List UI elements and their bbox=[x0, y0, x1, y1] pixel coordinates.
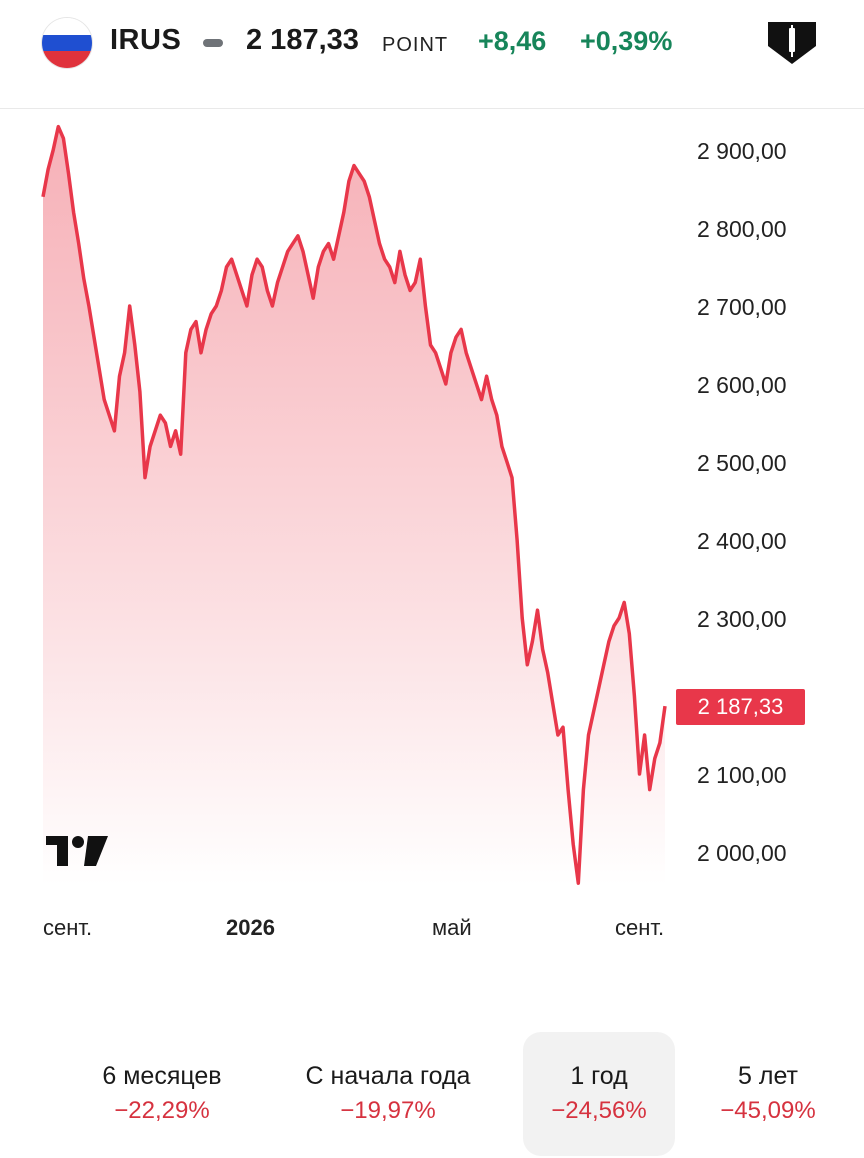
price-unit: POINT bbox=[382, 34, 449, 56]
period-change: −22,29% bbox=[114, 1097, 210, 1124]
market-status-icon bbox=[203, 39, 223, 47]
period-change: −19,97% bbox=[340, 1097, 436, 1124]
period-label: 6 месяцев bbox=[102, 1062, 222, 1090]
y-tick-label: 2 400,00 bbox=[697, 528, 787, 554]
tradingview-logo-icon bbox=[46, 836, 108, 866]
russia-flag-icon bbox=[42, 18, 92, 68]
chart-area-fill bbox=[43, 126, 665, 886]
y-tick-label: 2 800,00 bbox=[697, 216, 787, 242]
period-change: −45,09% bbox=[720, 1097, 816, 1124]
y-tick-label: 2 300,00 bbox=[697, 606, 787, 632]
quote-header: IRUS 2 187,33 POINT +8,46 +0,39% bbox=[0, 0, 864, 109]
period-change: −24,56% bbox=[551, 1097, 647, 1124]
period-ytd[interactable]: С начала года −19,97% bbox=[272, 1032, 504, 1156]
period-5-years[interactable]: 5 лет −45,09% bbox=[700, 1032, 836, 1156]
x-tick-label: 2026 bbox=[226, 915, 275, 940]
y-tick-label: 2 000,00 bbox=[697, 840, 787, 866]
period-label: С начала года bbox=[305, 1062, 471, 1090]
y-tick-label: 2 600,00 bbox=[697, 372, 787, 398]
x-tick-label: май bbox=[432, 915, 472, 940]
x-tick-label: сент. bbox=[615, 915, 665, 940]
last-price: 2 187,33 bbox=[246, 24, 359, 56]
y-tick-label: 2 700,00 bbox=[697, 294, 787, 320]
chart-price-line bbox=[41, 124, 667, 885]
x-tick-label: сент. bbox=[43, 915, 93, 940]
change-absolute: +8,46 bbox=[478, 26, 547, 56]
period-1-year[interactable]: 1 год −24,56% bbox=[523, 1032, 675, 1156]
price-chart[interactable] bbox=[0, 108, 864, 908]
y-tick-label: 2 100,00 bbox=[697, 762, 787, 788]
change-percent: +0,39% bbox=[580, 26, 673, 56]
last-price-badge: 2 187,33 bbox=[676, 689, 805, 725]
period-label: 1 год bbox=[570, 1062, 628, 1090]
ticker-symbol[interactable]: IRUS bbox=[110, 24, 182, 56]
period-6-months[interactable]: 6 месяцев −22,29% bbox=[68, 1032, 256, 1156]
diamond-candle-icon[interactable] bbox=[766, 20, 818, 66]
period-label: 5 лет bbox=[738, 1062, 798, 1090]
y-tick-label: 2 500,00 bbox=[697, 450, 787, 476]
y-tick-label: 2 900,00 bbox=[697, 138, 787, 164]
